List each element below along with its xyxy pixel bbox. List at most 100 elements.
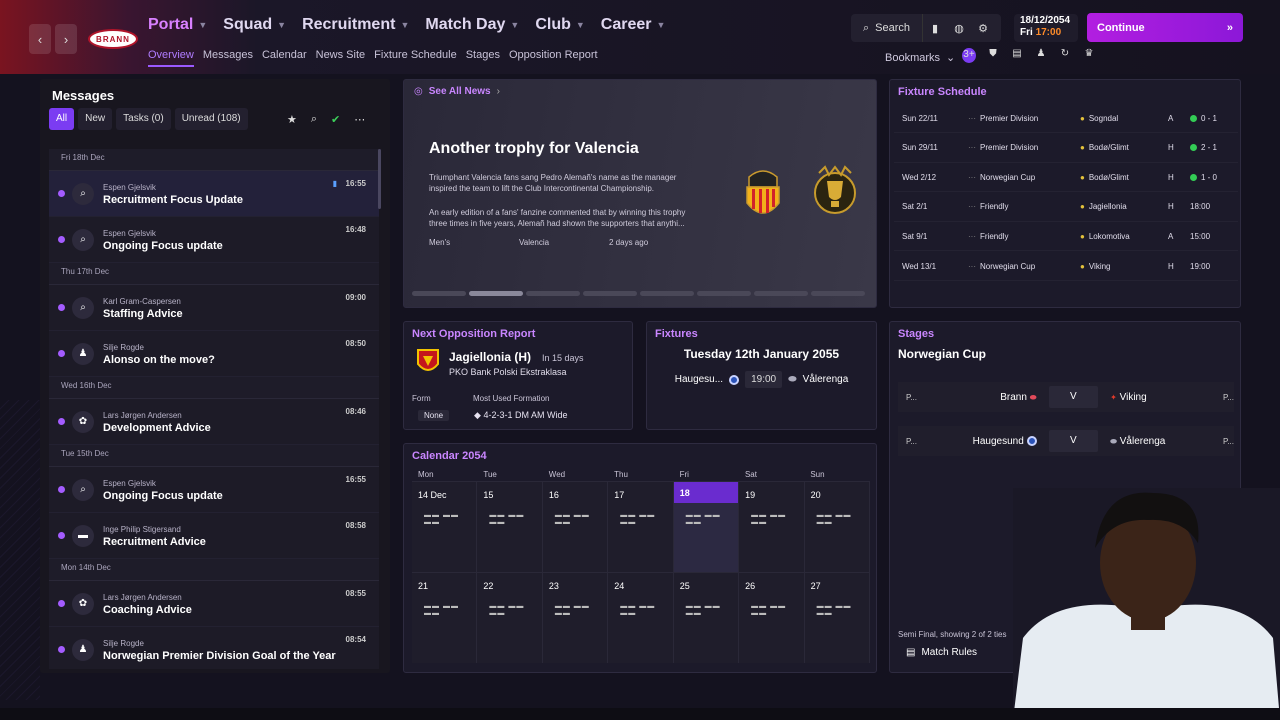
away-team[interactable]: Vålerenga [802,374,849,385]
carousel-dot[interactable] [469,291,523,296]
news-date: 2 days ago [609,238,649,247]
check-icon[interactable]: ✔ [331,114,341,126]
menu-match-day[interactable]: Match Day ▼ [425,16,520,33]
calendar-day[interactable]: 18 ▬▬ ▬▬ ▬▬ [673,481,740,572]
menu-club[interactable]: Club ▼ [535,16,585,33]
bookmarks-dropdown[interactable]: Bookmarks ⌄ [885,51,956,65]
fixture-row[interactable]: Sat 2/1 ··· Friendly ● Jagiellonia H 18:00 [894,193,1238,222]
cup-tie[interactable]: P... Brann ⬬ V ✦ Viking P... [898,382,1234,412]
match-rules-button[interactable]: ▤ Match Rules [906,647,978,658]
calendar-day[interactable]: 14 Dec ▬▬ ▬▬ ▬▬ [412,481,478,572]
message-item[interactable]: ⌕ Karl Gram-Caspersen Staffing Advice 09… [49,285,379,331]
home-team[interactable]: Haugesu... [674,374,724,385]
carousel-dot[interactable] [583,291,637,296]
fixture-row[interactable]: Wed 2/12 ··· Norwegian Cup ● Bodø/Glimt H … [894,163,1238,193]
calendar-day[interactable]: 17 ▬▬ ▬▬ ▬▬ [608,481,674,572]
message-item[interactable]: ▬ Inge Philip Stigersand Recruitment Adv… [49,513,379,559]
fixture-date: Wed 2/12 [902,172,937,182]
fixture-row[interactable]: Sun 29/11 ··· Premier Division ● Bodø/Glim… [894,134,1238,163]
menu-career[interactable]: Career ▼ [600,16,666,33]
message-sender: Silje Rogde [103,342,144,352]
calendar-day[interactable]: 24 ▬▬ ▬▬ ▬▬ [608,572,674,663]
game-date[interactable]: 18/12/2054 Fri 17:00 [1014,14,1078,42]
forward-arrow-icon[interactable]: › [55,24,77,54]
fixture-schedule-title[interactable]: Fixture Schedule [898,86,987,98]
tab-calendar[interactable]: Calendar [261,49,307,61]
carousel-dot[interactable] [811,291,865,296]
menu-portal[interactable]: Portal ▼ [148,16,208,33]
more-icon[interactable]: ⋯ [354,114,366,126]
tab-opposition-report[interactable]: Opposition Report [508,49,598,61]
fixture-row[interactable]: Sat 9/1 ··· Friendly ● Lokomotiva A 15:00 [894,222,1238,252]
calendar-day[interactable]: 16 ▬▬ ▬▬ ▬▬ [542,481,609,572]
carousel-dot[interactable] [640,291,694,296]
brain-icon[interactable]: ◍ [954,22,964,35]
training-icon: ▬▬ ▬▬ ▬▬ [424,512,459,526]
message-item[interactable]: ✿ Lars Jørgen Andersen Coaching Advice 0… [49,581,379,627]
fixture-result: 1 - 0 [1201,172,1218,182]
calendar-day[interactable]: 19 ▬▬ ▬▬ ▬▬ [739,481,805,572]
cup-tie[interactable]: P... Haugesund V ⬬ Vålerenga P... [898,426,1234,456]
people-icon[interactable]: ♟ [1036,48,1046,59]
stages-title[interactable]: Stages [898,328,935,340]
stages-footer: Semi Final, showing 2 of 2 ties [898,630,1007,639]
gear-icon[interactable]: ⚙ [978,22,988,35]
news-headline[interactable]: Another trophy for Valencia [429,140,639,157]
filter-new[interactable]: New [78,108,113,130]
fixtures-title[interactable]: Fixtures [655,328,698,340]
search-button[interactable]: ⌕ Search [851,14,924,42]
calendar-day[interactable]: 25 ▬▬ ▬▬ ▬▬ [673,572,740,663]
continue-button[interactable]: Continue » [1087,13,1243,42]
message-item[interactable]: ✿ Lars Jørgen Andersen Development Advic… [49,399,379,445]
club-badge[interactable]: BRANN [88,29,138,49]
refresh-icon[interactable]: ↻ [1060,48,1070,59]
opponent-name[interactable]: Jagiellonia (H) [449,350,532,364]
calendar-day[interactable]: 21 ▬▬ ▬▬ ▬▬ [412,572,478,663]
star-icon[interactable]: ★ [287,114,297,126]
message-item[interactable]: ♟ Silje Rogde Norwegian Premier Division… [49,627,379,669]
calendar-day[interactable]: 23 ▬▬ ▬▬ ▬▬ [542,572,609,663]
calendar-day[interactable]: 27 ▬▬ ▬▬ ▬▬ [804,572,870,663]
opponent-crest-icon: ● [1080,172,1085,182]
tab-news-site[interactable]: News Site [315,49,366,61]
calendar-day[interactable]: 20 ▬▬ ▬▬ ▬▬ [804,481,870,572]
carousel-dot[interactable] [697,291,751,296]
trophy-icon[interactable]: ♛ [1084,48,1094,59]
tab-overview[interactable]: Overview [148,49,194,67]
day-number: 17 [614,490,625,500]
search-icon[interactable]: ⌕ [310,113,318,125]
scrollbar[interactable] [378,149,381,209]
filter-tasks[interactable]: Tasks (0) [116,108,171,130]
message-item[interactable]: ♟ Silje Rogde Alonso on the move? 08:50 [49,331,379,377]
filter-unread[interactable]: Unread (108) [174,108,248,130]
menu-squad[interactable]: Squad ▼ [223,16,287,33]
chevron-down-icon: ▼ [400,20,410,30]
calendar-title[interactable]: Calendar 2054 [412,450,487,462]
message-time: 08:50 [345,339,366,348]
fixture-row[interactable]: Wed 13/1 ··· Norwegian Cup ● Viking H 19:0… [894,252,1238,281]
calendar-day[interactable]: 26 ▬▬ ▬▬ ▬▬ [739,572,805,663]
fixture-row[interactable]: Sun 22/11 ··· Premier Division ● Sogndal A… [894,104,1238,133]
tie-home: Haugesund [946,436,1037,447]
back-arrow-icon[interactable]: ‹ [29,24,51,54]
chat-badge-icon[interactable]: 3+ [962,48,976,63]
tab-stages[interactable]: Stages [465,49,500,61]
message-item[interactable]: ⌕ Espen Gjelsvik Ongoing Focus update 16… [49,467,379,513]
carousel-dot[interactable] [412,291,466,296]
carousel-dot[interactable] [754,291,808,296]
clipboard-icon[interactable]: ▤ [1012,48,1022,59]
see-all-news-link[interactable]: See All News [428,85,491,97]
tab-fixture-schedule[interactable]: Fixture Schedule [374,49,457,61]
tab-messages[interactable]: Messages [202,49,253,61]
opposition-report-title[interactable]: Next Opposition Report [412,328,536,340]
calendar-day[interactable]: 22 ▬▬ ▬▬ ▬▬ [477,572,543,663]
message-item[interactable]: ⌕ Espen Gjelsvik Ongoing Focus update 16… [49,217,379,263]
briefcase-icon: ▬ [72,524,94,547]
calendar-day[interactable]: 15 ▬▬ ▬▬ ▬▬ [477,481,543,572]
filter-all[interactable]: All [49,108,75,130]
bookmark-icon[interactable]: ▮ [932,22,939,35]
menu-recruitment[interactable]: Recruitment ▼ [302,16,410,33]
message-item[interactable]: ⌕ Espen Gjelsvik Recruitment Focus Updat… [49,171,379,217]
carousel-dot[interactable] [526,291,580,296]
shield-icon[interactable]: ⛊ [989,48,997,59]
